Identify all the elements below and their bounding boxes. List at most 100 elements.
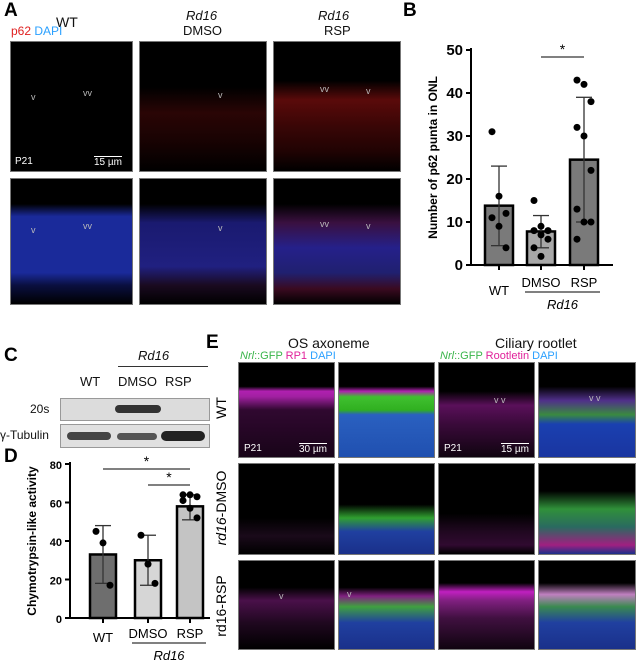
data-point [193, 514, 201, 522]
age-label: P21 [444, 443, 462, 454]
data-point [495, 222, 503, 230]
chart-b: 0 10 20 30 40 50 Number of p62 punta in ONL WT D… [426, 41, 613, 312]
data-point [530, 244, 538, 252]
band [67, 432, 111, 440]
micrograph-e-dmso-cr-merge [538, 463, 636, 555]
arrowhead-icon: v [31, 92, 36, 102]
y-tick-label: 10 [446, 214, 463, 231]
band [115, 405, 161, 413]
y-tick-label: 40 [446, 85, 463, 102]
row-label-rsp: rd16-RSP [213, 575, 229, 637]
group-label: Rd16 [153, 648, 185, 663]
micrograph-wt-merge: v vv [10, 178, 133, 305]
data-point [488, 128, 496, 136]
age-label: P21 [244, 443, 262, 454]
blot-col-rd16: Rd16 [138, 348, 170, 363]
arrowhead-icon: v [347, 589, 352, 599]
arrowhead-icon: v [218, 90, 223, 100]
arrowhead-icon: vv [320, 84, 329, 94]
data-point [193, 493, 201, 501]
micrograph-rsp-merge: vv v [273, 178, 401, 305]
x-tick-label: RSP [571, 275, 598, 290]
blot-20s [60, 398, 210, 421]
micrograph-e-rsp-cr-merge [538, 560, 636, 650]
significance-label: * [166, 469, 172, 485]
data-point [537, 231, 545, 239]
data-point [92, 527, 100, 535]
data-point [580, 218, 588, 226]
row-label-wt: WT [213, 397, 229, 419]
arrowhead-icon: v [366, 86, 371, 96]
panel-label-d: D [4, 446, 18, 467]
arrowhead-icon: v [218, 223, 223, 233]
x-tick-label: WT [489, 283, 509, 298]
blot-tubulin [60, 424, 210, 448]
micrograph-e-rsp-rp1: v [238, 560, 335, 650]
arrowhead-icon: v [366, 221, 371, 231]
row-label-dmso: rd16-DMSO [213, 463, 229, 553]
micrograph-e-rsp-rootletin [438, 560, 535, 650]
bar-rsp [175, 505, 205, 620]
title-ciliary-rootlet: Ciliary rootlet [495, 335, 577, 351]
arrowhead-icon: vv [320, 219, 329, 229]
data-point [573, 205, 581, 213]
data-point [573, 235, 581, 243]
data-point [573, 76, 581, 84]
data-point [530, 197, 538, 204]
stain-rootletin: Rootletin [485, 350, 530, 362]
data-point [530, 227, 538, 235]
data-point [495, 192, 503, 200]
micrograph-e-dmso-os-merge [338, 463, 435, 555]
y-tick-label: 20 [50, 576, 62, 588]
age-label: P21 [15, 156, 33, 167]
significance-label: * [144, 453, 150, 469]
stain-legend-cr: Nrl::GFP Rootletin DAPI [440, 350, 558, 362]
stain-nrl: Nrl [240, 350, 255, 362]
micrograph-e-wt-os-merge [338, 362, 435, 458]
col-label-dmso: DMSO [183, 23, 222, 38]
y-axis-label: Number of p62 punta in ONL [426, 76, 440, 239]
panel-label-b: B [403, 0, 417, 21]
chart-d: 0 20 40 60 80 Chymotrypsin-like activity WT DMS… [25, 453, 210, 663]
band [117, 433, 157, 440]
y-tick-label: 0 [455, 257, 463, 274]
data-point [587, 166, 595, 174]
y-tick-label: 80 [50, 460, 62, 472]
x-tick-label: WT [93, 630, 113, 645]
scale-bar: 15 µm [94, 156, 122, 168]
group-label: Rd16 [547, 297, 579, 312]
y-axis-label: Chymotrypsin-like activity [25, 466, 39, 616]
y-tick-label: 50 [446, 42, 463, 59]
arrowhead-icon: v [31, 225, 36, 235]
data-point [580, 80, 588, 88]
micrograph-wt-p62: v vv P21 15 µm [10, 41, 133, 172]
data-point [151, 579, 159, 587]
band-label-20s: 20s [30, 402, 50, 416]
data-point [587, 218, 595, 226]
divider [118, 366, 208, 367]
data-point [537, 222, 545, 230]
stain-rp1: RP1 [285, 350, 308, 362]
significance-label: * [560, 41, 566, 57]
row-label-dmso-suffix: -DMSO [213, 470, 229, 518]
data-point [179, 497, 187, 505]
scale-bar: 30 µm [299, 443, 327, 455]
data-point [179, 491, 187, 499]
micrograph-e-wt-cr-merge: v v [538, 362, 636, 458]
band-label-tubulin: γ-Tubulin [0, 428, 49, 442]
blot-col-dmso: DMSO [118, 374, 157, 389]
data-point [573, 123, 581, 131]
data-point [186, 491, 194, 499]
col-label-rd16-rsp: Rd16 [318, 8, 350, 23]
stain-dapi: DAPI [310, 350, 336, 362]
data-point [99, 539, 107, 547]
micrograph-dmso-p62: v [139, 41, 267, 172]
data-point [502, 209, 510, 217]
stain-legend: p62 DAPI [11, 24, 62, 38]
y-tick-label: 60 [50, 499, 62, 511]
arrowhead-icon: vv [83, 88, 92, 98]
y-tick-label: 40 [50, 537, 62, 549]
arrowhead-icon: v v [589, 393, 601, 403]
panel-label-c: C [4, 345, 18, 366]
data-point [144, 560, 152, 568]
